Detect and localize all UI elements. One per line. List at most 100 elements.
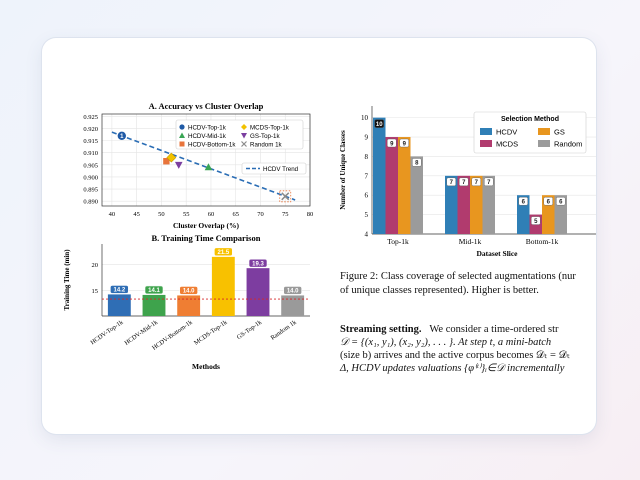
value-badge <box>446 177 456 187</box>
bar <box>482 175 495 234</box>
bar-value-label: 7 <box>462 180 466 186</box>
legend-label: MCDS <box>496 140 518 149</box>
y-tick-label: 9 <box>365 134 369 142</box>
legend-swatch <box>538 128 550 135</box>
bar <box>211 256 235 316</box>
bar-value-label: 7 <box>475 180 479 186</box>
value-badge <box>399 138 409 148</box>
y-tick-label: 10 <box>361 114 369 122</box>
x-tick-label: 50 <box>158 211 165 218</box>
caption-line: Figure 2: Class coverage of selected aug… <box>340 271 576 282</box>
value-badge <box>531 216 541 225</box>
x-tick-label: 75 <box>282 211 289 218</box>
value-badge <box>144 285 164 295</box>
point-label: 1 <box>120 134 124 140</box>
legend-label: HCDV-Top-1k <box>188 124 227 131</box>
y-tick-label: 7 <box>365 172 369 180</box>
bar-value-label: 5 <box>534 219 538 225</box>
bar <box>410 156 423 234</box>
y-tick-label: 0.925 <box>83 114 98 121</box>
x-axis-label: Cluster Overlap (%) <box>173 221 240 230</box>
value-badge <box>283 286 302 295</box>
legend-marker <box>179 132 185 138</box>
legend-label: HCDV-Bottom-1k <box>188 141 236 148</box>
y-axis-label: Number of Unique Classes <box>339 130 347 210</box>
bar <box>142 294 166 316</box>
legend-label: GS <box>554 128 565 137</box>
x-axis-label: Dataset Slice <box>476 249 518 258</box>
x-tick-label: 40 <box>109 211 116 218</box>
point-marker <box>166 152 177 163</box>
caption-line: of unique classes represented). Higher i… <box>340 285 539 296</box>
bar-value-label: 9 <box>403 141 407 147</box>
streaming-text: Δ, HCDV updates valuations {φ⁽ᵗ⁾}ᵢ∈𝒟 inc… <box>340 363 565 374</box>
x-tick-label: Top-1k <box>387 237 409 246</box>
y-tick-label: 0.890 <box>83 199 98 206</box>
plot-frame <box>101 113 311 207</box>
legend-marker <box>241 133 247 139</box>
value-badge <box>387 138 397 148</box>
point-marker <box>281 192 290 201</box>
x-tick-label: 80 <box>307 211 314 218</box>
streaming-text: (size b) arrives and the active corpus b… <box>340 350 571 361</box>
chart-title: B. Training Time Comparison <box>152 233 261 243</box>
bar <box>107 294 131 316</box>
x-tick-label: 65 <box>232 211 239 218</box>
y-tick-label: 8 <box>365 153 369 161</box>
point-marker <box>204 163 213 171</box>
bar <box>398 137 411 234</box>
x-tick-label: 70 <box>257 211 264 218</box>
y-tick-label: 15 <box>92 288 99 295</box>
bar <box>177 295 201 316</box>
y-tick-label: 0.910 <box>83 150 98 157</box>
legend-swatch <box>480 140 492 147</box>
x-tick-label: 45 <box>133 211 140 218</box>
value-badge <box>248 258 268 268</box>
bar-value-label: 8 <box>415 161 419 167</box>
bar-value-label: 14.0 <box>183 289 195 295</box>
bar-value-label: 6 <box>559 200 563 206</box>
legend-marker <box>179 124 185 130</box>
x-axis-label: Methods <box>192 362 220 371</box>
value-badge <box>412 158 422 167</box>
y-axis-label: Training Time (min) <box>63 249 71 311</box>
bar <box>385 137 398 234</box>
trend-legend-label: HCDV Trend <box>263 166 299 173</box>
bar-value-label: 14.1 <box>148 288 160 294</box>
y-tick-label: 0.895 <box>83 187 98 194</box>
value-badge <box>110 285 129 294</box>
value-badge <box>518 197 528 206</box>
legend-label: HCDV-Mid-1k <box>188 133 227 140</box>
bar-value-label: 10 <box>376 122 383 128</box>
streaming-text: We consider a time-ordered str <box>429 324 559 335</box>
trend-line <box>111 131 296 201</box>
bar <box>445 175 458 234</box>
y-tick-label: 4 <box>365 231 369 239</box>
streaming-heading: Streaming setting. <box>340 324 422 335</box>
legend-swatch <box>480 128 492 135</box>
legend-label: MCDS-Top-1k <box>250 124 290 131</box>
legend-box <box>473 111 587 154</box>
legend-marker <box>241 124 247 130</box>
trend-legend-box <box>241 162 307 175</box>
bar-value-label: 7 <box>450 180 454 186</box>
point-marker <box>163 158 170 165</box>
bar-value-label: 19.3 <box>252 261 264 267</box>
value-badge <box>556 197 566 206</box>
y-tick-label: 0.905 <box>83 162 98 169</box>
bar-value-label: 6 <box>547 200 551 206</box>
value-badge <box>471 177 481 187</box>
value-badge <box>459 177 469 187</box>
value-badge <box>543 197 553 206</box>
point-marker <box>174 161 183 169</box>
chart-accuracy-vs-overlap: A. Accuracy vs Cluster Overlap 0.890 0.895… <box>63 101 314 371</box>
legend-swatch <box>538 140 550 147</box>
bar <box>457 175 470 234</box>
bar-value-label: 14.0 <box>287 289 299 295</box>
bar <box>281 295 305 316</box>
x-tick-label: 55 <box>183 211 190 218</box>
y-tick-label: 0.900 <box>83 174 98 181</box>
bar-value-label: 14.2 <box>113 288 125 294</box>
figure-caption: Figure 2: Class coverage of selected aug… <box>340 270 576 298</box>
legend-marker <box>179 141 185 147</box>
